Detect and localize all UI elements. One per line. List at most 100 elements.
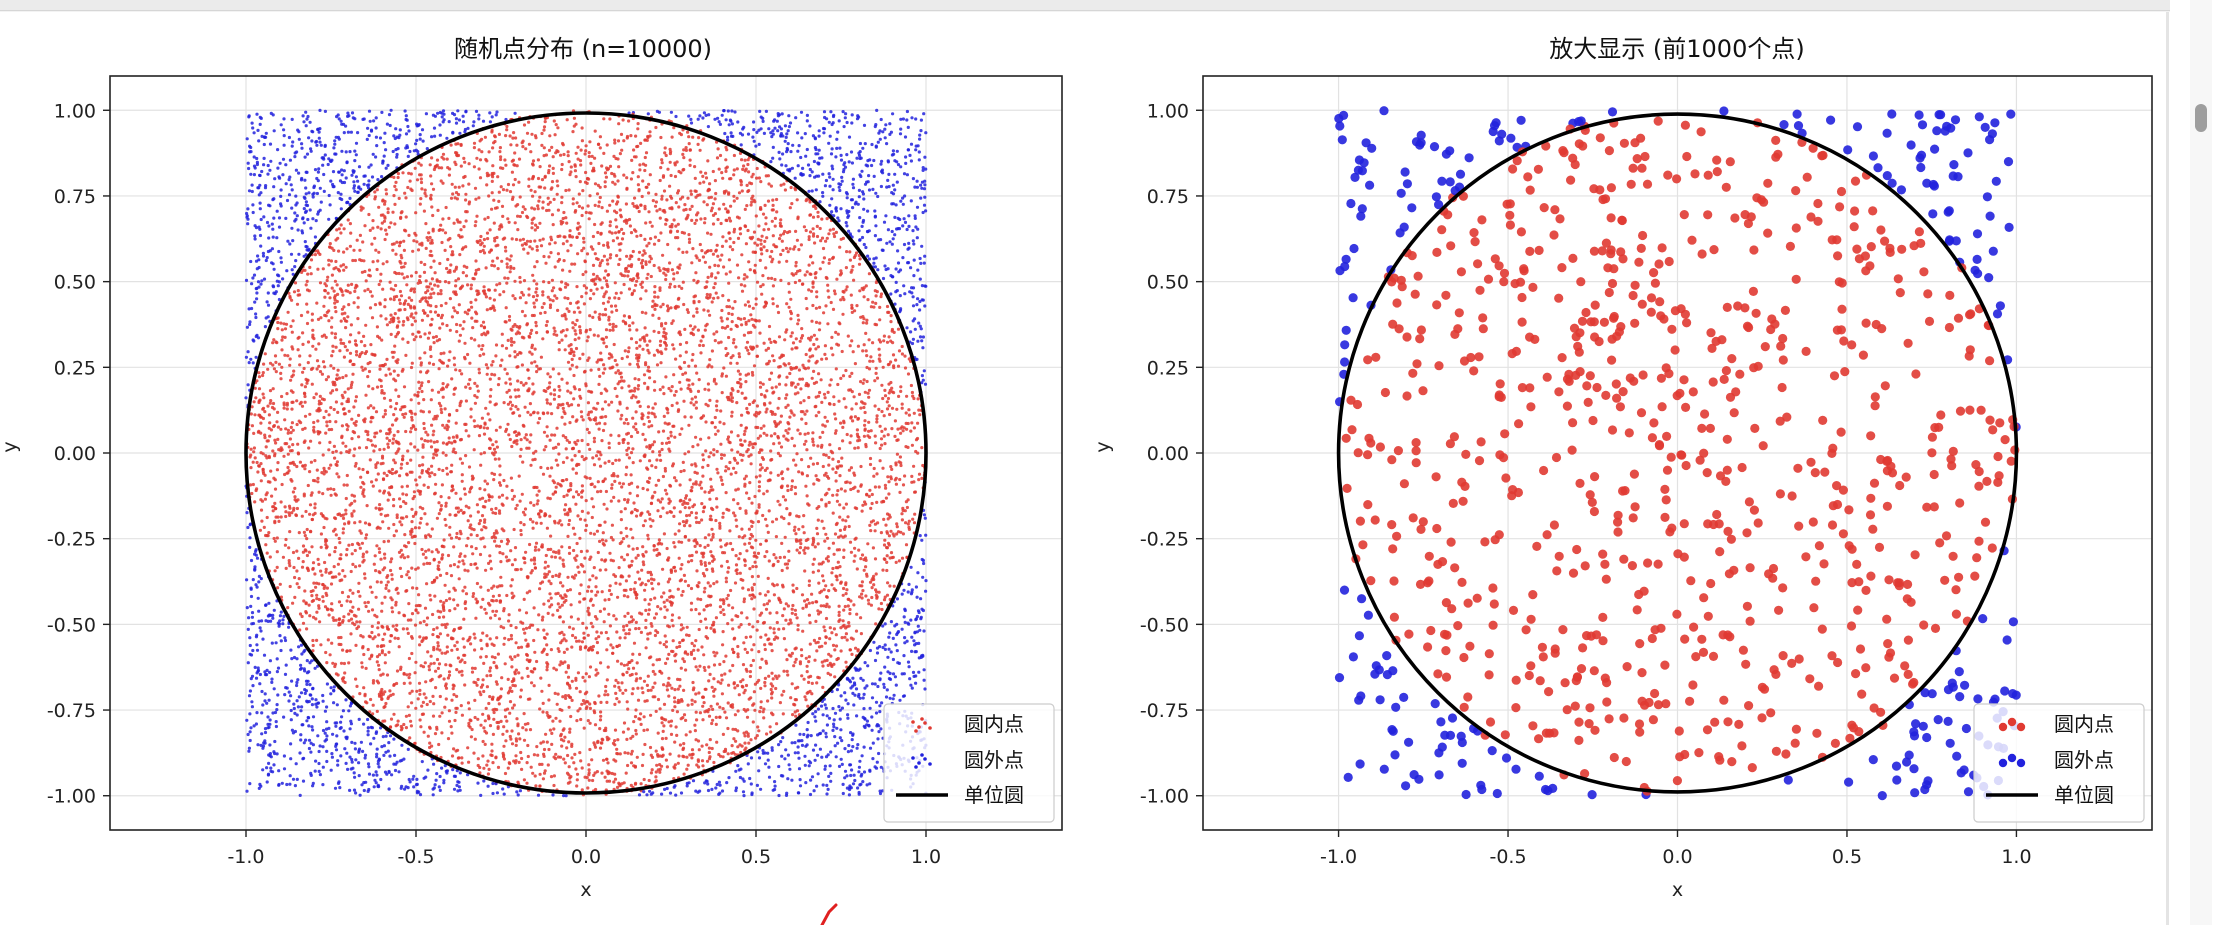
point-inside xyxy=(448,328,452,332)
point-inside xyxy=(598,312,602,316)
point-inside xyxy=(568,686,572,690)
point-inside xyxy=(780,239,784,243)
point-inside xyxy=(549,775,554,779)
point-outside xyxy=(843,165,848,169)
point-inside xyxy=(460,756,464,760)
point-outside xyxy=(773,118,777,122)
point-inside xyxy=(406,340,410,344)
point-outside xyxy=(777,793,781,798)
point-inside xyxy=(545,668,549,672)
point-inside xyxy=(630,158,634,162)
point-outside xyxy=(844,112,848,116)
point-inside xyxy=(815,290,819,294)
point-inside xyxy=(712,650,716,654)
point-inside xyxy=(361,645,365,649)
point-inside xyxy=(797,248,801,252)
point-inside xyxy=(461,559,465,563)
point-inside xyxy=(698,544,702,548)
point-inside xyxy=(268,401,272,405)
point-inside xyxy=(755,344,759,348)
point-inside xyxy=(831,541,836,545)
point-inside xyxy=(639,203,643,207)
point-inside xyxy=(287,559,291,563)
point-inside xyxy=(712,296,716,300)
point-inside xyxy=(273,354,278,358)
point-inside xyxy=(750,524,754,529)
point-inside xyxy=(906,372,911,376)
point-inside xyxy=(566,283,570,287)
point-inside xyxy=(587,585,591,589)
point-inside xyxy=(768,401,772,405)
point-inside xyxy=(428,741,432,745)
point-inside xyxy=(856,446,860,450)
point-outside xyxy=(313,235,317,239)
point-inside xyxy=(710,349,715,353)
point-inside xyxy=(597,457,601,461)
point-inside xyxy=(535,370,539,374)
point-inside xyxy=(569,243,573,247)
point-inside xyxy=(609,499,613,503)
point-inside xyxy=(561,141,565,146)
point-inside xyxy=(629,134,633,138)
point-outside xyxy=(878,137,882,141)
point-inside xyxy=(386,580,390,584)
point-outside xyxy=(297,252,301,256)
point-inside xyxy=(591,625,595,629)
point-inside xyxy=(603,520,607,524)
point-inside xyxy=(712,689,716,693)
point-inside xyxy=(581,418,585,422)
point-inside xyxy=(612,154,616,158)
point-inside xyxy=(860,509,864,513)
point-inside xyxy=(896,364,901,368)
point-inside xyxy=(485,482,490,486)
scrollbar-thumb[interactable] xyxy=(2195,104,2207,132)
point-inside xyxy=(671,708,675,713)
point-inside xyxy=(654,709,658,714)
point-inside xyxy=(548,305,553,310)
point-inside xyxy=(678,522,682,526)
point-inside xyxy=(430,205,434,209)
point-inside xyxy=(660,595,664,599)
point-inside xyxy=(562,637,566,641)
point-inside xyxy=(710,527,714,531)
point-inside xyxy=(712,448,716,452)
point-inside xyxy=(647,351,651,355)
point-inside xyxy=(790,202,794,206)
point-outside xyxy=(720,789,725,793)
point-inside xyxy=(510,343,514,347)
point-inside xyxy=(505,729,509,733)
point-inside xyxy=(394,188,398,192)
point-inside xyxy=(627,264,631,268)
point-inside xyxy=(910,474,914,478)
point-outside xyxy=(267,698,271,702)
point-outside xyxy=(767,775,772,779)
point-outside xyxy=(264,316,268,320)
point-inside xyxy=(342,615,346,619)
point-inside xyxy=(721,707,725,711)
point-inside xyxy=(779,252,783,257)
point-inside xyxy=(333,279,337,283)
point-inside xyxy=(779,445,784,449)
point-inside xyxy=(661,385,665,389)
point-outside xyxy=(331,170,336,174)
point-inside xyxy=(340,590,345,595)
point-outside xyxy=(674,793,678,797)
point-outside xyxy=(257,258,261,262)
point-inside xyxy=(586,413,590,417)
point-inside xyxy=(867,420,871,424)
point-inside xyxy=(692,644,697,648)
point-inside xyxy=(617,434,621,438)
point-inside xyxy=(681,152,685,156)
point-inside xyxy=(396,591,400,595)
point-inside xyxy=(679,366,683,371)
point-outside xyxy=(887,635,891,639)
point-inside xyxy=(574,767,578,771)
point-inside xyxy=(536,499,540,503)
vertical-scrollbar[interactable] xyxy=(2190,0,2212,925)
point-inside xyxy=(672,347,676,351)
point-outside xyxy=(457,785,461,789)
point-inside xyxy=(743,396,747,400)
point-inside xyxy=(889,314,893,318)
point-outside xyxy=(418,133,422,137)
point-inside xyxy=(652,329,656,333)
